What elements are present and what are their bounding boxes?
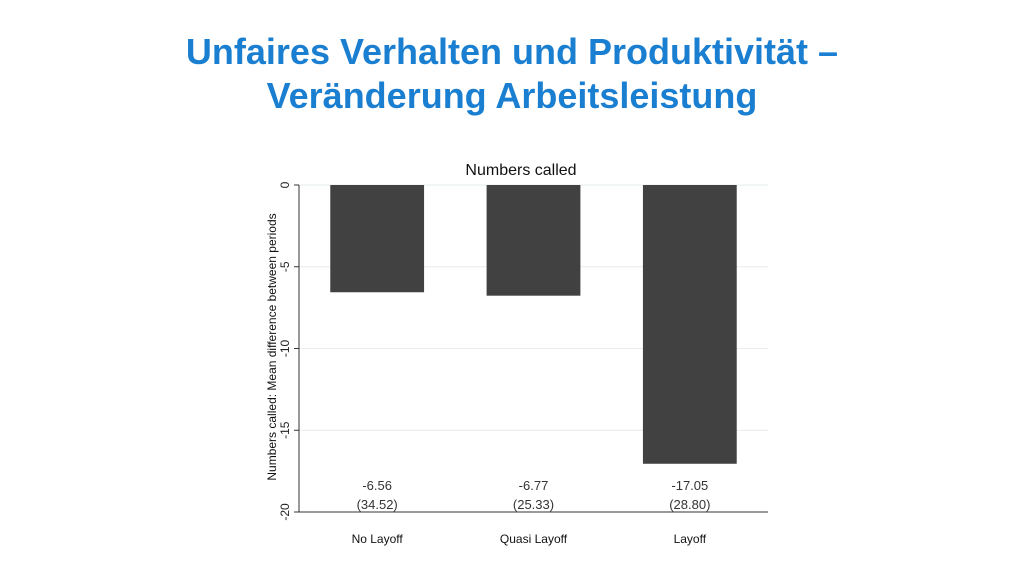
bar-layer xyxy=(330,185,737,464)
chart-title: Numbers called xyxy=(465,162,576,179)
axis-layer: 0 -5 -10 -15 -20 xyxy=(278,181,768,521)
bar-no-layoff xyxy=(330,185,425,293)
slide-title: Unfaires Verhalten und Produktivität – V… xyxy=(0,30,1024,118)
bar-quasi-layoff xyxy=(486,185,581,296)
x-tick-label: Layoff xyxy=(674,532,707,546)
label-layer: No Layoff -6.56 (34.52) Quasi Layoff -6.77 (2… xyxy=(352,478,711,546)
bar-value-label: -17.05 xyxy=(671,478,708,493)
slide-title-line-2: Veränderung Arbeitsleistung xyxy=(266,75,758,116)
y-tick-label: -20 xyxy=(278,503,292,521)
bar-sd-label: (25.33) xyxy=(513,497,554,512)
slide-title-line-1: Unfaires Verhalten und Produktivität – xyxy=(185,31,839,72)
y-tick-label: -10 xyxy=(278,340,292,358)
bar-value-label: -6.77 xyxy=(519,478,549,493)
x-tick-label: Quasi Layoff xyxy=(500,532,568,546)
bar-sd-label: (28.80) xyxy=(669,497,710,512)
bar-sd-label: (34.52) xyxy=(357,497,398,512)
bar-value-label: -6.56 xyxy=(362,478,392,493)
chart-svg: Numbers called Numbers called: Mean diff… xyxy=(265,162,768,546)
bar-layoff xyxy=(642,185,737,464)
x-tick-label: No Layoff xyxy=(352,532,404,546)
y-tick-label: -5 xyxy=(278,261,292,272)
y-tick-label: 0 xyxy=(278,181,292,188)
y-tick-label: -15 xyxy=(278,421,292,439)
y-axis-label: Numbers called: Mean difference between … xyxy=(265,213,279,480)
bar-chart: Numbers called Numbers called: Mean diff… xyxy=(249,157,781,553)
